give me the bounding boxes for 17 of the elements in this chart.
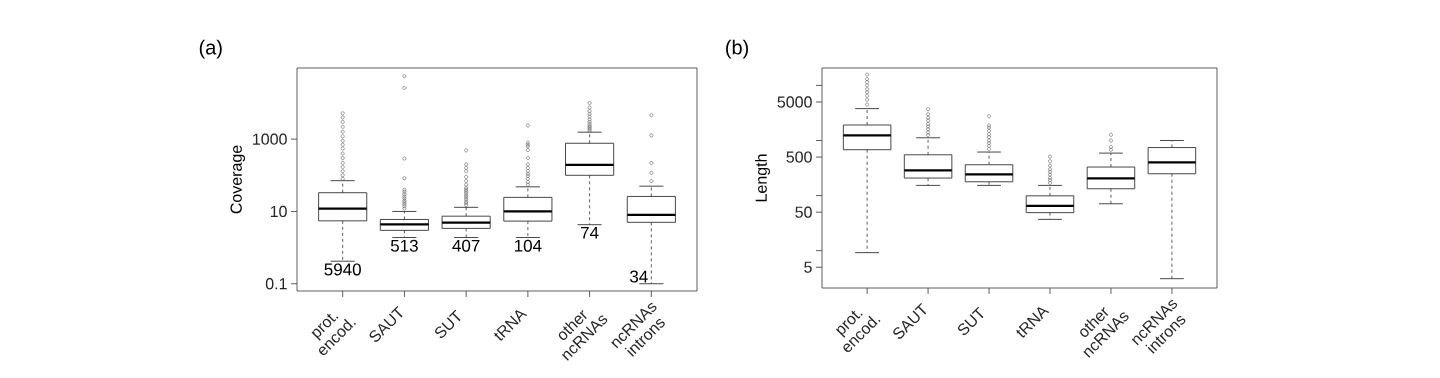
annotation: 513 bbox=[390, 239, 418, 252]
annotation: 407 bbox=[452, 239, 480, 252]
y-tick-label: 500 bbox=[786, 151, 812, 163]
y-axis-title: Coverage bbox=[230, 145, 246, 214]
chart-title: (a) bbox=[199, 39, 222, 59]
chart-title: (b) bbox=[726, 39, 749, 59]
y-axis-title: Length bbox=[755, 154, 771, 202]
annotation: 74 bbox=[581, 226, 599, 239]
y-tick-label: 10 bbox=[270, 205, 287, 218]
y-tick-label: 5000 bbox=[777, 96, 812, 108]
y-tick-label: 0.1 bbox=[265, 278, 287, 290]
y-tick-label: 50 bbox=[795, 206, 812, 218]
annotation: 5940 bbox=[324, 263, 361, 276]
y-tick-label: 1000 bbox=[253, 133, 287, 145]
annotation: 34 bbox=[630, 270, 648, 283]
y-tick-label: 5 bbox=[804, 261, 812, 273]
annotation: 104 bbox=[514, 239, 542, 252]
